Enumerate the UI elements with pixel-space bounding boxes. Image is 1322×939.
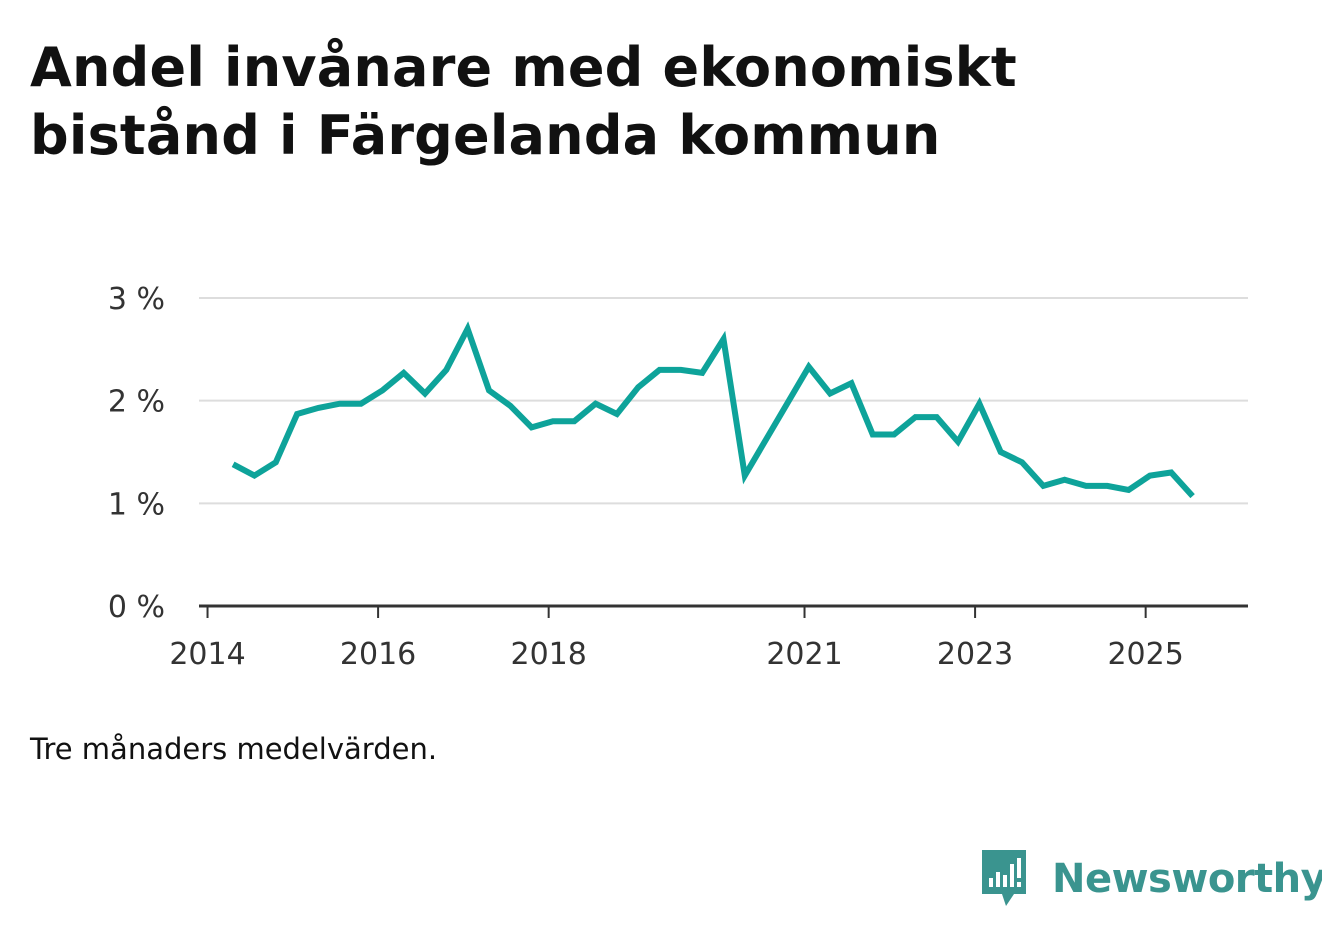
y-tick-label-1: 1 %: [108, 487, 165, 522]
x-tick-label-2018: 2018: [510, 637, 586, 672]
logo-text: Newsworthy: [1052, 856, 1322, 902]
y-tick-label-3: 3 %: [108, 282, 165, 317]
newsworthy-logo: Newsworthy: [980, 848, 1322, 910]
y-tick-label-2: 2 %: [108, 385, 165, 420]
chart-note: Tre månaders medelvärden.: [30, 732, 438, 766]
bar-chart-speech-bubble-icon: [982, 850, 1026, 906]
series-layer: [231, 321, 1195, 499]
x-tick-label-2025: 2025: [1107, 637, 1183, 672]
x-tick-label-2023: 2023: [937, 637, 1013, 672]
y-tick-label-0: 0 %: [108, 590, 165, 625]
x-tick-label-2014: 2014: [169, 637, 245, 672]
x-axis-ticks: 2014 2016 2018 2021 2023 2025: [169, 606, 1184, 672]
grid-lines: [199, 297, 1248, 505]
series-line-0: [231, 321, 1195, 499]
y-axis-tick-labels: 0 % 1 % 2 % 3 %: [108, 282, 165, 625]
x-tick-label-2021: 2021: [766, 637, 842, 672]
x-tick-label-2016: 2016: [340, 637, 416, 672]
chart-title: Andel invånare med ekonomiskt bistånd i …: [30, 36, 1017, 167]
